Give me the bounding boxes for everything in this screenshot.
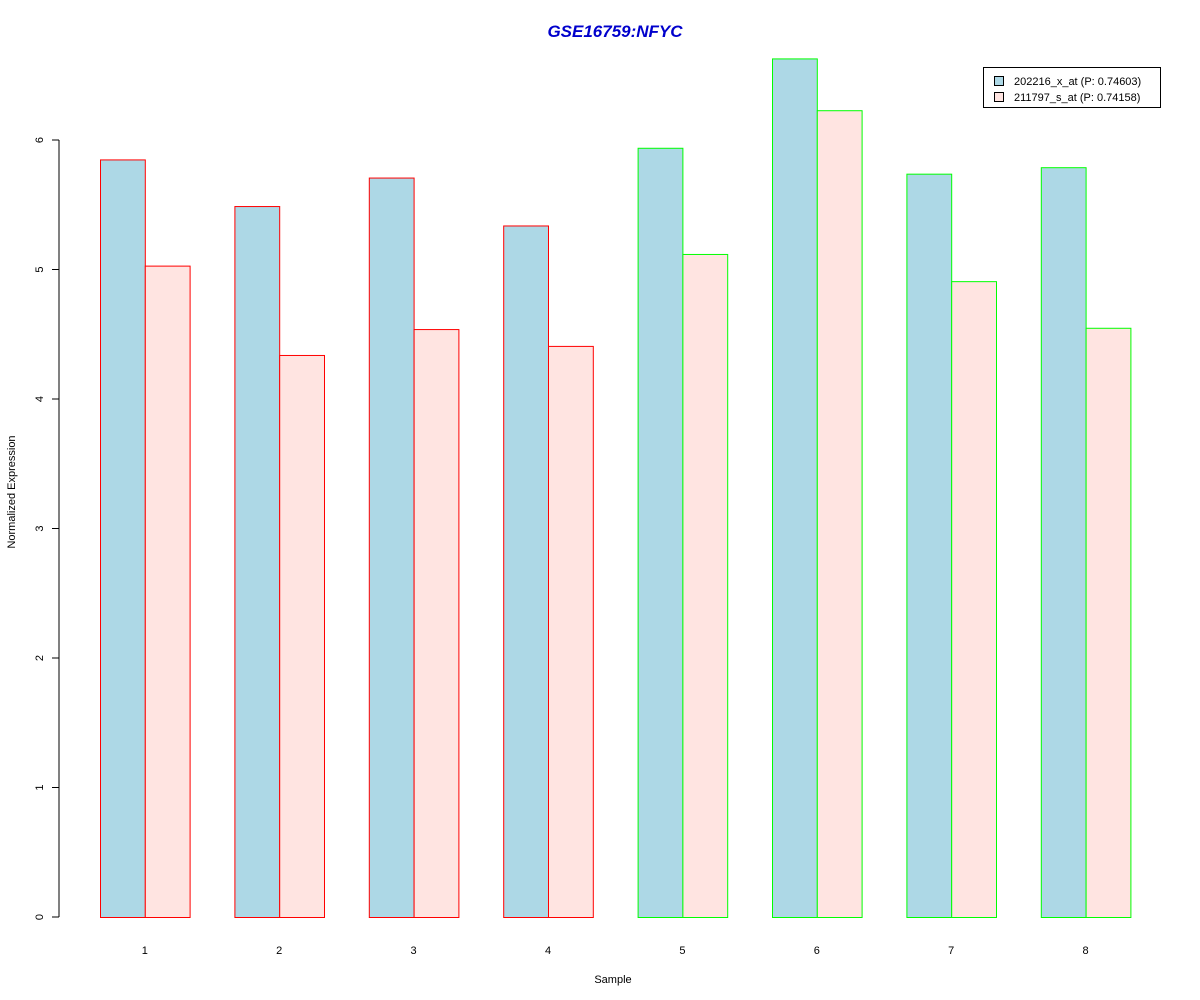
- bar-sample-8-series-2: [1085, 327, 1132, 918]
- y-tick-label: 5: [34, 266, 46, 272]
- bar-sample-5-series-2: [682, 253, 729, 918]
- y-tick-label: 3: [34, 525, 46, 531]
- x-axis-label: Sample: [594, 974, 631, 986]
- bar-sample-7-series-1: [906, 173, 953, 919]
- x-tick-label: 6: [814, 945, 820, 957]
- bar-sample-4-series-1: [503, 225, 550, 919]
- x-tick-label: 1: [142, 945, 148, 957]
- legend: 202216_x_at (P: 0.74603) 211797_s_at (P: …: [983, 67, 1161, 108]
- bar-sample-1-series-2: [144, 265, 191, 918]
- y-axis: 0 1 2 3 4 5 6: [34, 137, 60, 920]
- y-tick-label: 1: [34, 784, 46, 790]
- legend-box: [983, 67, 1161, 108]
- bar-sample-5-series-1: [637, 147, 684, 918]
- legend-swatch-series-2: [994, 92, 1004, 102]
- x-tick-label: 5: [679, 945, 685, 957]
- y-tick-label: 0: [34, 914, 46, 920]
- bar-sample-1-series-1: [100, 159, 146, 919]
- bar-sample-8-series-1: [1040, 167, 1087, 918]
- chart-title: GSE16759:NFYC: [547, 22, 683, 41]
- x-tick-label: 2: [276, 945, 282, 957]
- bar-sample-4-series-2: [548, 345, 594, 918]
- y-axis-label: Normalized Expression: [6, 435, 18, 548]
- bars: [100, 58, 1132, 919]
- bar-sample-3-series-2: [413, 329, 460, 918]
- bar-sample-6-series-1: [772, 58, 818, 919]
- bar-sample-7-series-2: [951, 281, 998, 918]
- legend-swatch-series-1: [994, 76, 1004, 86]
- legend-label-series-2: 211797_s_at (P: 0.74158): [1014, 92, 1140, 104]
- bar-sample-2-series-2: [279, 354, 326, 919]
- bar-sample-6-series-2: [816, 110, 863, 918]
- y-tick-label: 2: [34, 655, 46, 661]
- bar-sample-3-series-1: [368, 177, 415, 918]
- x-tick-label: 4: [545, 945, 551, 957]
- x-axis: 1 2 3 4 5 6 7 8: [142, 945, 1089, 957]
- x-tick-label: 8: [1083, 945, 1089, 957]
- bar-sample-2-series-1: [234, 206, 281, 919]
- legend-label-series-1: 202216_x_at (P: 0.74603): [1014, 76, 1141, 88]
- y-tick-label: 6: [34, 137, 46, 143]
- y-tick-label: 4: [34, 396, 46, 402]
- x-tick-label: 3: [411, 945, 417, 957]
- x-tick-label: 7: [948, 945, 954, 957]
